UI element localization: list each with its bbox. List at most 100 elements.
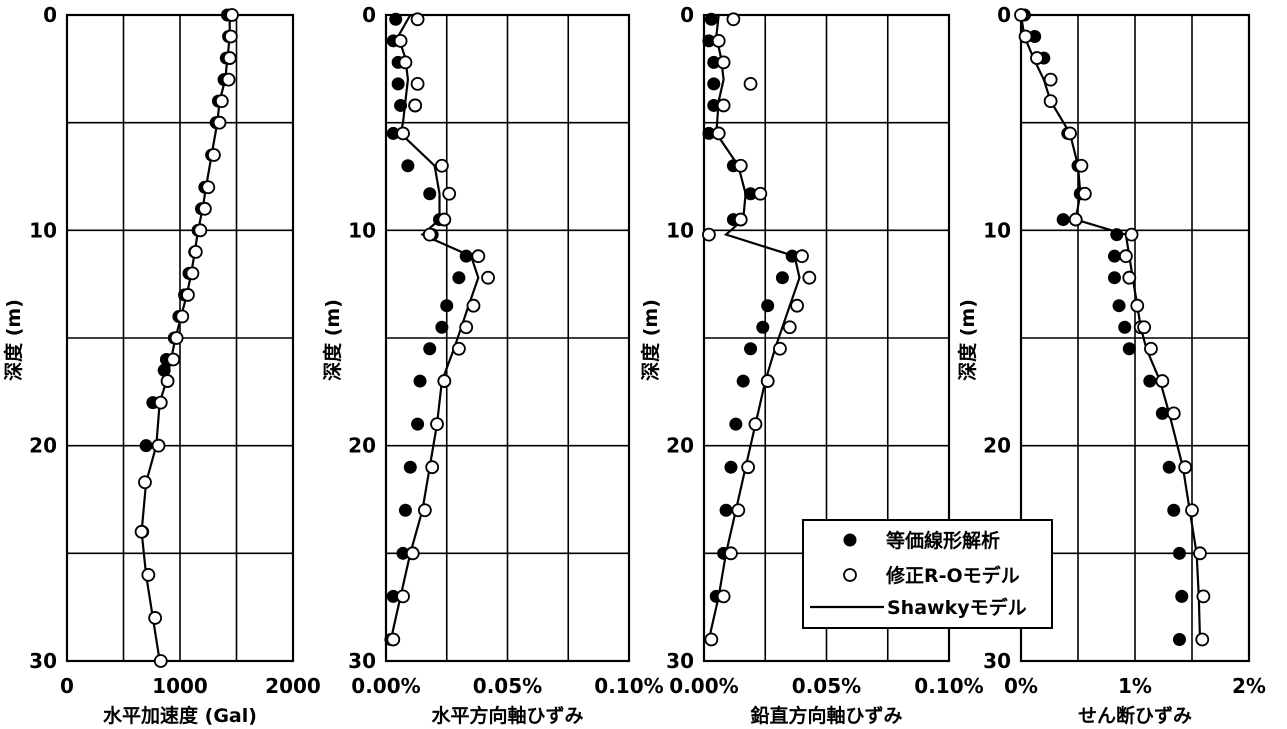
x-tick-label: 0.05% — [792, 674, 861, 698]
point-equivalent-linear — [1118, 320, 1132, 334]
plot-frame — [702, 13, 951, 663]
point-modified-ro — [1018, 29, 1033, 44]
point-equivalent-linear — [398, 503, 412, 517]
legend-marker-filled — [843, 533, 857, 547]
x-axis-label: 水平方向軸ひずみ — [431, 704, 583, 727]
point-equivalent-linear — [1143, 374, 1157, 388]
point-equivalent-linear — [423, 342, 437, 356]
point-equivalent-linear — [707, 77, 721, 91]
point-equivalent-linear — [744, 342, 758, 356]
point-modified-ro — [1030, 51, 1044, 65]
point-modified-ro — [206, 148, 221, 162]
point-equivalent-linear — [386, 589, 400, 603]
point-equivalent-linear — [139, 439, 153, 453]
point-modified-ro — [434, 158, 449, 173]
point-equivalent-linear — [1172, 546, 1186, 560]
y-axis-label: 深度 (m) — [639, 299, 662, 381]
x-tick-label: 2000 — [265, 674, 321, 698]
point-modified-ro — [1122, 270, 1137, 285]
y-tick-label: 10 — [983, 218, 1011, 242]
point-modified-ro — [1068, 212, 1083, 227]
x-tick-label: 1% — [1118, 674, 1152, 698]
point-modified-ro — [1155, 374, 1170, 388]
point-modified-ro — [422, 227, 437, 242]
point-modified-ro — [166, 352, 181, 367]
panel-2: 0 10 20 300.00% 0.05% 0.10% 水平方向軸ひずみ 深度 (m) — [321, 3, 664, 727]
point-equivalent-linear — [391, 77, 405, 91]
point-modified-ro — [711, 33, 726, 48]
point-modified-ro — [185, 266, 200, 281]
point-modified-ro — [181, 288, 195, 302]
point-modified-ro — [451, 341, 466, 356]
point-modified-ro — [410, 12, 425, 27]
point-modified-ro — [212, 115, 227, 130]
point-equivalent-linear — [704, 12, 718, 26]
point-modified-ro — [790, 298, 804, 313]
point-modified-ro — [188, 244, 203, 259]
point-equivalent-linear — [452, 271, 466, 285]
point-equivalent-linear — [729, 417, 743, 431]
point-equivalent-linear — [756, 320, 770, 334]
point-modified-ro — [726, 12, 741, 27]
point-equivalent-linear — [1175, 589, 1189, 603]
point-equivalent-linear — [401, 159, 415, 173]
point-equivalent-linear — [394, 98, 408, 112]
plot-frame — [384, 13, 631, 663]
x-tick-label: 2% — [1232, 674, 1266, 698]
y-axis-label: 深度 (m) — [956, 299, 979, 381]
legend-label: Shawkyモデル — [887, 596, 1027, 619]
point-modified-ro — [225, 8, 239, 22]
point-modified-ro — [459, 320, 474, 335]
point-modified-ro — [733, 212, 748, 227]
x-axis-label: 水平加速度 (Gal) — [103, 704, 257, 727]
point-modified-ro — [802, 270, 817, 285]
point-modified-ro — [214, 94, 229, 109]
point-modified-ro — [795, 249, 809, 264]
y-tick-label: 20 — [983, 434, 1011, 458]
point-modified-ro — [442, 186, 457, 201]
panel-3: 0 10 20 300.00% 0.05% 0.10% 鉛直方向軸ひずみ 深度 (m) — [639, 3, 984, 727]
x-tick-label: 0.05% — [473, 674, 542, 698]
x-tick-label: 0.00% — [669, 674, 738, 698]
point-equivalent-linear — [1107, 249, 1121, 263]
point-equivalent-linear — [459, 249, 473, 263]
x-tick-label: 0.10% — [594, 674, 663, 698]
y-axis-label: 深度 (m) — [2, 299, 25, 381]
point-equivalent-linear — [435, 320, 449, 334]
point-modified-ro — [197, 201, 212, 216]
point-modified-ro — [134, 524, 149, 539]
y-tick-label: 30 — [29, 649, 57, 673]
point-equivalent-linear — [707, 98, 721, 112]
point-equivalent-linear — [719, 503, 733, 517]
legend-marker-open — [843, 568, 857, 582]
x-axis-label: せん断ひずみ — [1078, 704, 1192, 727]
point-modified-ro — [1014, 8, 1028, 22]
point-equivalent-linear — [1107, 271, 1121, 285]
point-equivalent-linear — [411, 417, 425, 431]
point-modified-ro — [1196, 589, 1211, 604]
point-modified-ro — [153, 395, 168, 410]
x-tick-label: 1000 — [152, 674, 208, 698]
point-modified-ro — [773, 341, 787, 356]
series-line-shawky — [1019, 14, 1202, 640]
point-modified-ro — [396, 589, 410, 604]
point-modified-ro — [148, 611, 163, 625]
x-tick-label: 0.10% — [914, 674, 983, 698]
point-modified-ro — [704, 632, 719, 647]
point-modified-ro — [466, 298, 481, 313]
legend-label: 修正R-Oモデル — [885, 564, 1020, 587]
point-equivalent-linear — [423, 187, 437, 201]
point-equivalent-linear — [386, 126, 400, 140]
point-modified-ro — [405, 546, 420, 561]
point-modified-ro — [425, 460, 440, 475]
y-tick-label: 30 — [983, 649, 1011, 673]
point-equivalent-linear — [785, 249, 799, 263]
point-modified-ro — [1166, 406, 1181, 421]
point-equivalent-linear — [1167, 503, 1181, 517]
point-modified-ro — [481, 270, 495, 285]
point-equivalent-linear — [1162, 460, 1176, 474]
point-modified-ro — [716, 98, 731, 113]
point-modified-ro — [138, 475, 152, 490]
